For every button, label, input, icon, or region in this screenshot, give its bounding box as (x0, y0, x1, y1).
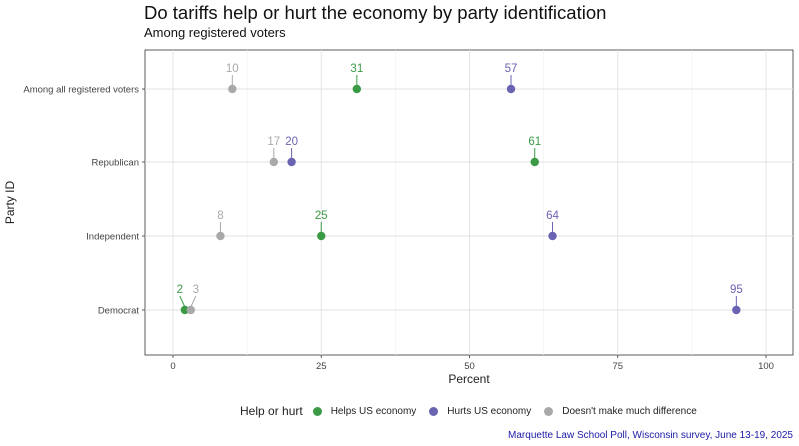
label-connector (179, 295, 186, 308)
legend-swatch-helps (312, 406, 322, 416)
legend-item-helps: Helps US economy (312, 405, 417, 417)
legend-title: Help or hurt (240, 404, 303, 418)
legend-item-hurts: Hurts US economy (429, 406, 531, 417)
x-tick-label: 0 (170, 361, 175, 372)
data-point (216, 231, 225, 241)
data-point (530, 157, 539, 167)
x-tick-label: 100 (758, 361, 774, 372)
data-label: 25 (315, 210, 328, 222)
data-point (186, 305, 195, 315)
data-label: 17 (267, 136, 280, 148)
y-tick-label: Republican (91, 158, 139, 169)
legend-label-helps: Helps US economy (330, 405, 417, 417)
data-label: 95 (730, 284, 743, 296)
data-label: 61 (528, 136, 541, 148)
legend-item-no-difference: Doesn't make much difference (544, 406, 697, 417)
plot-panel (144, 49, 794, 356)
label-connector (190, 295, 197, 308)
data-point (287, 157, 296, 167)
data-label: 2 (177, 284, 183, 296)
data-label: 31 (350, 63, 363, 75)
x-axis-title: Percent (448, 372, 490, 386)
data-label: 10 (226, 63, 239, 75)
data-point (506, 84, 516, 94)
data-point (180, 305, 190, 315)
data-label: 20 (285, 136, 298, 148)
x-tick-label: 50 (464, 361, 475, 372)
chart-title: Do tariffs help or hurt the economy by p… (144, 2, 607, 23)
data-point (352, 84, 362, 94)
chart-subtitle: Among registered voters (144, 25, 286, 40)
data-label: 8 (217, 210, 223, 222)
y-axis-title: Party ID (3, 180, 17, 224)
legend-swatch-no-difference (544, 406, 554, 416)
y-tick-label: Democrat (98, 306, 140, 317)
x-tick-label: 25 (316, 361, 327, 372)
legend-label-hurts: Hurts US economy (447, 405, 532, 417)
data-point (548, 231, 557, 241)
y-tick-label: Among all registered voters (23, 85, 139, 96)
chart-caption: Marquette Law School Poll, Wisconsin sur… (508, 430, 793, 441)
data-point (228, 84, 237, 94)
data-point (317, 231, 326, 241)
data-label: 3 (193, 284, 199, 296)
y-tick-label: Independent (86, 232, 139, 243)
data-label: 64 (546, 210, 559, 222)
legend-swatch-hurts (429, 406, 439, 416)
x-tick-label: 75 (612, 361, 623, 372)
data-point (269, 157, 279, 167)
data-point (732, 305, 741, 315)
chart-legend: Help or hurt Helps US economy Hurts US e… (240, 404, 710, 418)
legend-label-no-difference: Doesn't make much difference (562, 405, 697, 417)
data-label: 57 (505, 63, 518, 75)
